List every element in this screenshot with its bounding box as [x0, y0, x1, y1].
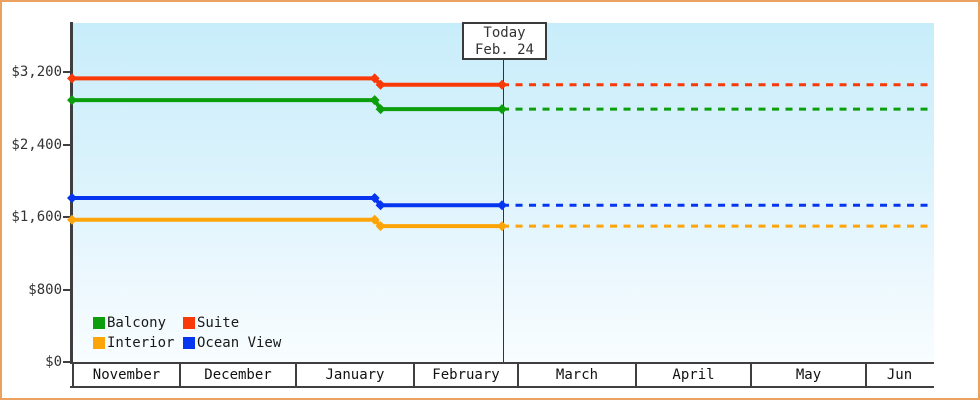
legend-swatch-balcony	[93, 317, 105, 329]
x-axis-band-bottom-line	[70, 386, 934, 388]
series-ocean-view-marker	[375, 200, 386, 211]
month-label: December	[204, 367, 272, 383]
legend-swatch-interior	[93, 337, 105, 349]
month-divider	[72, 362, 74, 388]
series-interior-marker	[375, 221, 386, 232]
series-ocean-view-line	[72, 195, 503, 208]
legend-swatch-ocean-view	[183, 337, 195, 349]
legend-item-balcony: Balcony	[93, 313, 183, 333]
today-annotation-box: Today Feb. 24	[462, 22, 547, 60]
legend-label: Ocean View	[197, 335, 282, 351]
series-balcony-line	[72, 98, 503, 112]
today-annotation-title: Today	[483, 25, 526, 41]
y-axis-tick-label: $1,600	[11, 209, 62, 225]
y-axis-tick-label: $800	[28, 281, 62, 298]
y-axis-tick	[63, 288, 70, 291]
y-axis-line	[70, 22, 73, 364]
series-interior-marker	[497, 221, 508, 232]
series-interior-marker	[67, 214, 77, 225]
today-vertical-line	[503, 60, 505, 362]
month-divider	[179, 362, 181, 388]
x-axis-band-top-line	[70, 362, 934, 364]
y-axis-tick-label: $0	[45, 354, 62, 370]
series-suite-marker	[67, 73, 77, 84]
series-interior-marker	[369, 214, 380, 225]
y-axis-tick	[63, 71, 70, 73]
y-axis-tick-label: $3,200	[11, 64, 62, 80]
series-suite-marker	[497, 79, 508, 90]
month-label: November	[92, 367, 161, 383]
month-label: April	[672, 367, 715, 383]
series-ocean-view-marker	[67, 192, 77, 203]
month-divider	[413, 362, 415, 388]
series-suite-marker	[375, 79, 386, 90]
series-ocean-view-marker	[497, 200, 508, 211]
legend-label: Suite	[197, 315, 240, 331]
series-suite-marker	[369, 73, 380, 84]
legend-item-interior: Interior	[93, 333, 183, 353]
legend: Balcony Suite Interior Ocean View	[93, 313, 281, 353]
legend-item-ocean-view: Ocean View	[183, 333, 281, 353]
month-divider	[750, 362, 752, 388]
month-label: May	[795, 367, 822, 383]
series-interior-line	[72, 217, 503, 229]
y-axis-tick	[63, 216, 70, 218]
month-label: January	[325, 367, 385, 383]
y-axis-tick	[63, 361, 70, 363]
y-axis-tick-label: $2,400	[11, 136, 62, 153]
month-divider	[295, 362, 297, 388]
today-annotation-date: Feb. 24	[474, 42, 534, 58]
series-ocean-view-marker	[369, 192, 380, 203]
series-balcony-marker	[369, 95, 380, 106]
legend-swatch-suite	[183, 317, 195, 329]
month-divider	[517, 362, 519, 388]
month-label: March	[555, 367, 599, 383]
series-suite-line	[72, 76, 503, 87]
month-label: Jun	[886, 367, 913, 383]
series-balcony-marker	[67, 95, 77, 106]
month-divider	[635, 362, 637, 388]
legend-label: Balcony	[107, 315, 167, 331]
month-divider	[865, 362, 867, 388]
month-label: February	[432, 367, 500, 383]
legend-item-suite: Suite	[183, 313, 281, 333]
series-balcony-marker	[497, 104, 508, 115]
legend-label: Interior	[107, 335, 175, 351]
series-balcony-marker	[375, 104, 386, 115]
y-axis-tick	[63, 143, 70, 146]
